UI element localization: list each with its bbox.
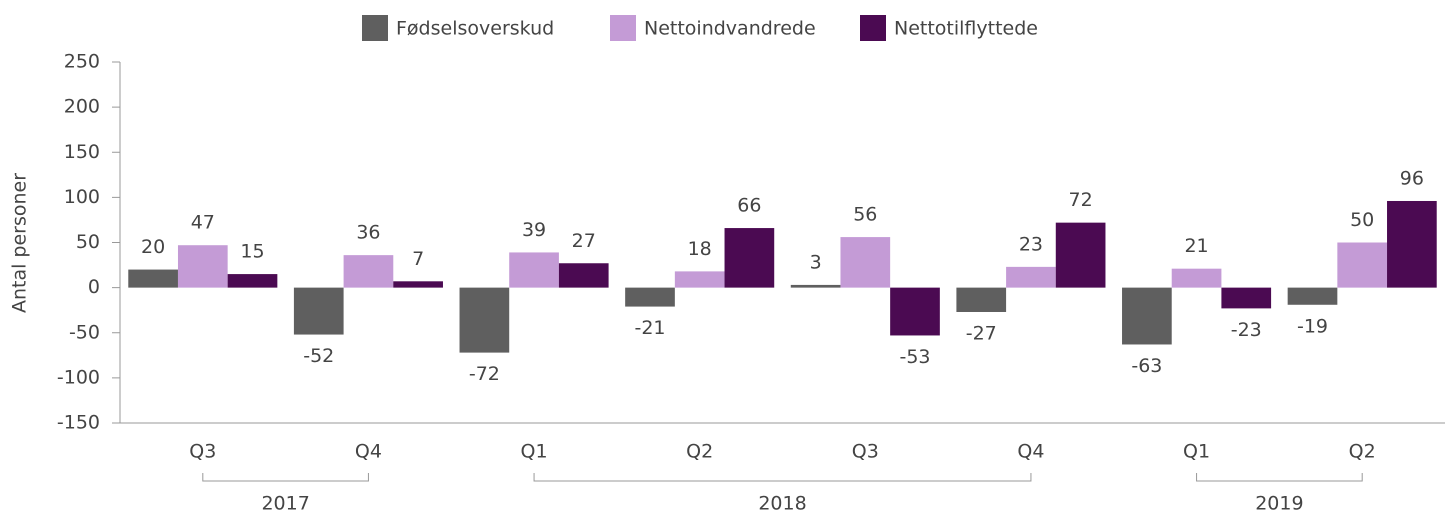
x-tick-label: Q1: [521, 441, 548, 463]
data-label: -19: [1297, 315, 1328, 337]
group-bracket: [202, 473, 369, 482]
bar: [128, 269, 178, 288]
group-label: 2018: [758, 493, 806, 515]
data-label: -23: [1231, 319, 1262, 341]
data-label: -27: [966, 322, 997, 344]
x-tick-label: Q2: [1349, 441, 1376, 463]
bar: [1055, 222, 1106, 288]
data-label: 23: [1019, 233, 1043, 255]
data-label: -21: [634, 317, 665, 339]
legend-swatch: [610, 15, 636, 41]
legend-label: Nettotilflyttede: [894, 18, 1038, 40]
bar: [724, 228, 775, 288]
y-tick-label: 50: [76, 231, 100, 253]
y-tick-label: -50: [69, 321, 100, 343]
y-tick-label: 100: [64, 186, 100, 208]
data-label: -63: [1131, 355, 1162, 377]
data-label: -52: [303, 345, 334, 367]
bar: [393, 281, 443, 288]
bar: [177, 245, 228, 288]
y-tick-label: 150: [64, 141, 100, 163]
x-tick-label: Q3: [189, 441, 216, 463]
data-label: 56: [853, 204, 877, 226]
y-tick-label: -150: [57, 412, 100, 434]
legend-label: Fødselsoverskud: [396, 18, 554, 40]
bar: [625, 287, 675, 307]
bar: [227, 274, 278, 288]
data-label: 3: [810, 251, 822, 273]
bar: [1006, 266, 1056, 288]
group-label: 2019: [1255, 493, 1303, 515]
bar: [674, 271, 725, 288]
bar: [1387, 200, 1437, 288]
x-tick-label: Q3: [852, 441, 879, 463]
bar: [1171, 268, 1222, 288]
bar: [1287, 287, 1338, 305]
bar: [956, 287, 1007, 312]
data-label: 18: [688, 238, 712, 260]
bar: [509, 252, 559, 288]
data-label: 15: [240, 241, 264, 263]
bar: [890, 287, 940, 336]
bar: [459, 287, 510, 353]
bar: [1122, 287, 1172, 345]
data-label: 7: [412, 248, 424, 270]
data-label: 72: [1069, 189, 1093, 211]
group-label: 2017: [261, 493, 309, 515]
y-tick-label: 0: [88, 276, 100, 298]
y-tick-label: 200: [64, 96, 100, 118]
data-label: 39: [522, 219, 546, 241]
y-axis-label: Antal personer: [9, 173, 31, 313]
x-tick-label: Q4: [355, 441, 382, 463]
bar: [1337, 242, 1388, 288]
legend-swatch: [860, 15, 886, 41]
legend-swatch: [362, 15, 388, 41]
legend-label: Nettoindvandrede: [644, 18, 816, 40]
data-label: -53: [899, 346, 930, 368]
data-label: 20: [141, 236, 165, 258]
group-bracket: [533, 473, 1032, 482]
bar: [558, 263, 609, 288]
data-label: 27: [572, 230, 596, 252]
group-bracket: [1196, 473, 1363, 482]
data-label: 96: [1400, 167, 1424, 189]
bar: [343, 255, 394, 288]
data-label: 47: [191, 212, 215, 234]
data-label: 50: [1350, 209, 1374, 231]
bar: [293, 287, 344, 335]
y-tick-label: 250: [64, 51, 100, 73]
bar: [1221, 287, 1272, 309]
x-tick-label: Q1: [1183, 441, 1210, 463]
data-label: -72: [469, 363, 500, 385]
y-tick-label: -100: [57, 366, 100, 388]
data-label: 21: [1184, 235, 1208, 257]
bar: [790, 284, 841, 288]
x-tick-label: Q2: [686, 441, 713, 463]
data-label: 66: [737, 195, 761, 217]
bar: [840, 237, 891, 288]
x-tick-label: Q4: [1017, 441, 1044, 463]
data-label: 36: [356, 222, 380, 244]
